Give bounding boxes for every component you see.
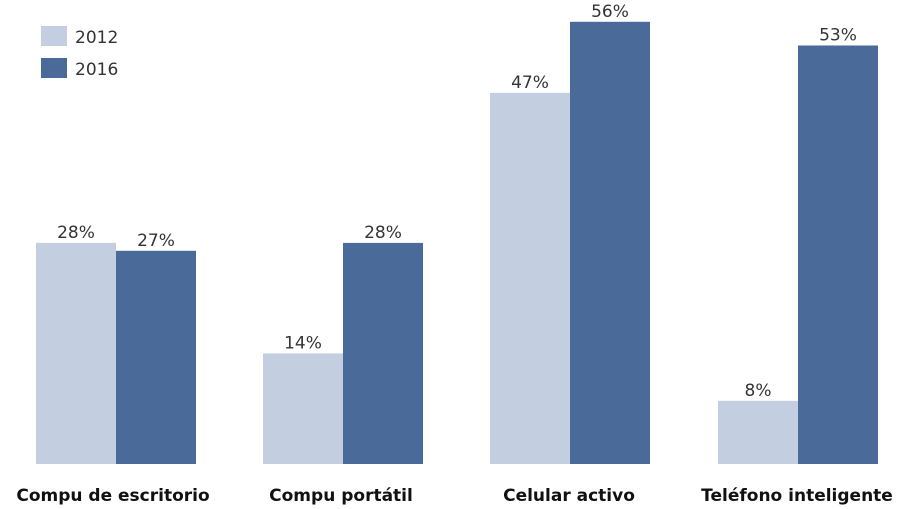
value-label-2016-1: 28% xyxy=(364,223,402,243)
value-label-2012-3: 8% xyxy=(745,381,772,401)
value-labels-group: 28% 27% 14% 28% 47% 56% 8% 53% xyxy=(57,2,857,401)
bar-2016-2 xyxy=(570,21,650,465)
bar-2016-0 xyxy=(116,250,196,464)
legend: 2012 2016 xyxy=(41,26,118,80)
value-label-2012-1: 14% xyxy=(284,333,322,353)
value-label-2016-0: 27% xyxy=(137,231,175,251)
bars-group xyxy=(36,21,878,465)
category-label-3: Teléfono inteligente xyxy=(701,486,893,506)
bar-2016-3 xyxy=(798,45,878,464)
bar-2012-3 xyxy=(718,400,798,464)
value-label-2012-0: 28% xyxy=(57,223,95,243)
value-label-2016-2: 56% xyxy=(591,2,629,22)
bar-2012-0 xyxy=(36,242,116,464)
category-label-0: Compu de escritorio xyxy=(16,486,209,506)
category-label-1: Compu portátil xyxy=(269,486,413,506)
category-label-2: Celular activo xyxy=(503,486,635,506)
category-labels-group: Compu de escritorio Compu portátil Celular… xyxy=(16,486,893,506)
legend-swatch-2016 xyxy=(41,58,67,78)
legend-label-2012: 2012 xyxy=(75,28,118,48)
value-label-2016-3: 53% xyxy=(819,25,857,45)
value-label-2012-2: 47% xyxy=(511,73,549,93)
legend-swatch-2012 xyxy=(41,26,67,46)
legend-label-2016: 2016 xyxy=(75,60,118,80)
bar-2012-2 xyxy=(490,92,570,465)
bar-2012-1 xyxy=(263,353,343,464)
bar-2016-1 xyxy=(343,242,423,464)
